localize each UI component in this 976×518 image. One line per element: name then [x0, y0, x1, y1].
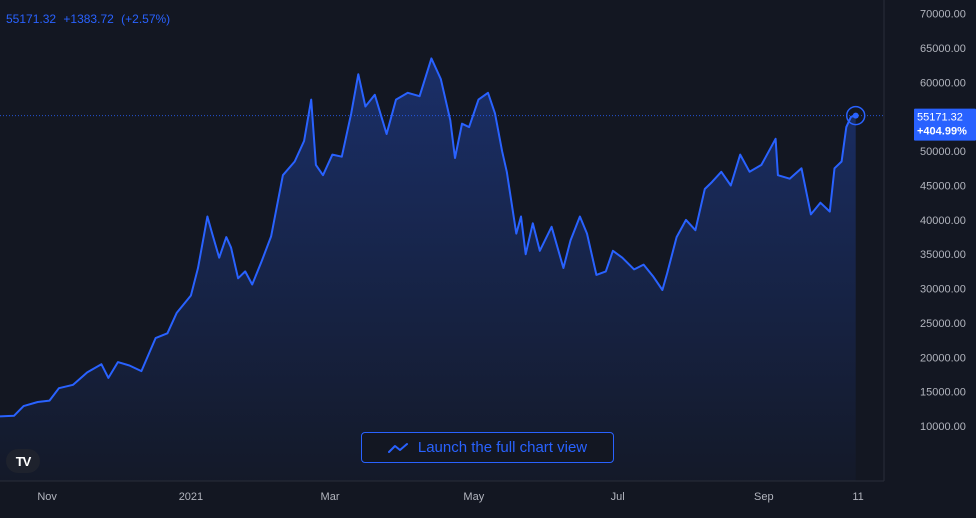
- last-price-value: 55171.32: [917, 112, 963, 124]
- x-tick-label: May: [463, 491, 484, 503]
- last-point-dot: [852, 112, 859, 119]
- y-tick-label: 30000.00: [920, 284, 966, 296]
- y-tick-label: 45000.00: [920, 181, 966, 193]
- launch-full-chart-label: Launch the full chart view: [417, 439, 588, 456]
- quote-change-pct: (+2.57%): [121, 12, 171, 26]
- series-line: [0, 57, 856, 418]
- last-price-badge: [914, 108, 976, 141]
- series-area: [0, 58, 856, 482]
- quote-header: 55171.32 +1383.72 (+2.57%): [6, 12, 174, 26]
- y-tick-label: 35000.00: [920, 249, 966, 261]
- y-tick-label: 60000.00: [920, 77, 966, 89]
- y-tick-label: 25000.00: [920, 318, 966, 330]
- x-tick-label: Sep: [754, 491, 774, 503]
- y-tick-label: 40000.00: [920, 215, 966, 227]
- trend-line-icon: [387, 442, 408, 453]
- last-point-ring: [845, 105, 866, 126]
- y-tick-label: 65000.00: [920, 43, 966, 55]
- x-tick-label: 2021: [179, 491, 203, 503]
- y-tick-label: 15000.00: [920, 387, 966, 399]
- y-tick-label: 20000.00: [920, 352, 966, 364]
- tradingview-logo-icon[interactable]: TV: [6, 449, 40, 473]
- y-tick-label: 50000.00: [920, 146, 966, 158]
- quote-price: 55171.32: [6, 12, 57, 26]
- quote-change: +1383.72: [63, 12, 114, 26]
- x-tick-label: Mar: [321, 491, 340, 503]
- x-tick-label: Nov: [37, 491, 57, 503]
- launch-full-chart-button[interactable]: Launch the full chart view: [361, 432, 614, 463]
- y-tick-label: 10000.00: [920, 421, 966, 433]
- y-tick-label: 70000.00: [920, 9, 966, 21]
- last-price-pct: +404.99%: [917, 126, 967, 138]
- x-tick-label: Jul: [611, 491, 625, 503]
- x-tick-label: 11: [852, 491, 863, 503]
